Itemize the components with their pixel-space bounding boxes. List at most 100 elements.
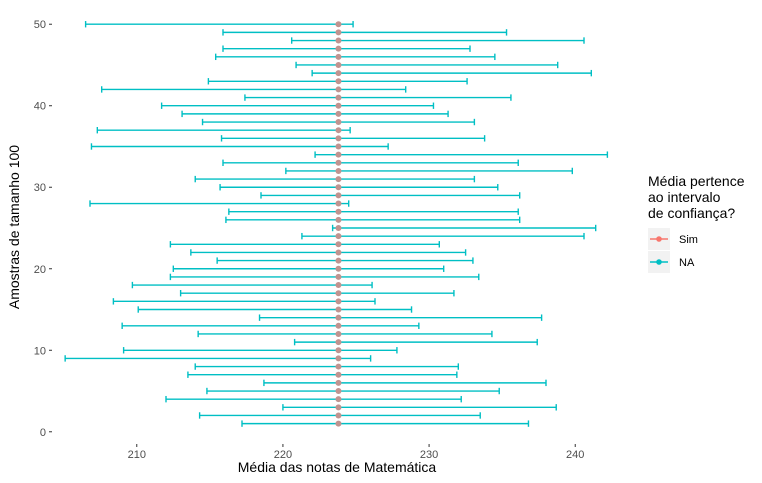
data-point [335, 119, 342, 126]
data-point [335, 233, 342, 240]
data-point [335, 200, 342, 207]
x-tick-label: 210 [128, 449, 146, 461]
error-bar [169, 241, 441, 248]
y-axis: 0 10 20 30 40 50 [34, 19, 52, 439]
error-bar [228, 208, 519, 215]
x-tick-label: 230 [420, 449, 438, 461]
x-tick-label: 240 [566, 449, 584, 461]
data-point [335, 265, 342, 272]
y-axis-title: Amostras de tamanho 100 [6, 145, 22, 309]
data-point [335, 330, 342, 337]
y-tick-label: 40 [34, 101, 46, 113]
data-point [335, 21, 342, 28]
error-bar [122, 347, 398, 354]
y-tick-label: 0 [40, 427, 46, 439]
data-point [335, 208, 342, 215]
data-point [335, 29, 342, 36]
error-bar [311, 69, 593, 77]
data-point [335, 290, 342, 297]
error-bar [194, 363, 460, 370]
error-bar [84, 21, 354, 28]
error-bar [219, 184, 499, 191]
error-bar [258, 314, 543, 321]
error-bar [222, 159, 519, 166]
data-point [335, 167, 342, 174]
error-bar [285, 167, 574, 175]
legend-entry: NA [648, 251, 695, 273]
error-bar [169, 273, 480, 281]
y-tick-label: 10 [34, 345, 46, 357]
error-bar [301, 232, 585, 240]
y-tick-label: 20 [34, 264, 46, 276]
x-axis: 210 220 230 240 [128, 444, 584, 461]
error-bar [206, 387, 500, 395]
error-bar [179, 290, 455, 297]
data-point [335, 37, 342, 44]
data-point [335, 176, 342, 183]
error-bar [137, 306, 413, 313]
error-bar [172, 265, 445, 272]
legend-label: Sim [679, 234, 698, 246]
plot-area [64, 21, 609, 427]
data-point [335, 241, 342, 248]
error-bar [121, 322, 420, 330]
error-bar [282, 404, 557, 411]
x-tick-label: 220 [274, 449, 292, 461]
data-point [335, 396, 342, 403]
error-bar [90, 143, 389, 150]
data-point [335, 249, 342, 256]
error-bar [220, 135, 486, 142]
data-point [335, 110, 342, 117]
data-point [335, 53, 342, 60]
legend-label: NA [679, 257, 695, 269]
error-bar [222, 45, 471, 52]
data-point [335, 355, 342, 362]
error-bar [293, 338, 538, 346]
error-bar [64, 355, 372, 362]
x-axis-title: Média das notas de Matemática [238, 459, 437, 475]
data-point [335, 151, 342, 158]
error-bar [331, 224, 597, 232]
data-point [335, 143, 342, 150]
error-bar [314, 151, 609, 158]
data-point [335, 127, 342, 134]
error-bar [194, 175, 476, 183]
error-bar [187, 371, 458, 378]
data-point [335, 192, 342, 199]
legend-entry: Sim [648, 228, 698, 250]
data-point [335, 339, 342, 346]
error-bar [241, 420, 530, 427]
error-bar [165, 395, 462, 403]
error-bar [100, 86, 407, 93]
data-point [335, 379, 342, 386]
error-bar [295, 61, 559, 69]
data-point [335, 61, 342, 68]
data-point [335, 371, 342, 378]
y-tick-label: 50 [34, 19, 46, 31]
legend-title: Média pertence [648, 173, 745, 189]
data-point [335, 257, 342, 264]
data-point [335, 388, 342, 395]
data-point [335, 184, 342, 191]
data-point [335, 70, 342, 77]
error-bar [225, 216, 521, 224]
data-point [335, 404, 342, 411]
data-point [335, 216, 342, 223]
error-bar [197, 330, 493, 338]
data-point [335, 135, 342, 142]
error-bar [112, 298, 376, 305]
data-point [335, 412, 342, 419]
data-point [335, 314, 342, 321]
error-bar [160, 102, 435, 109]
error-bar [214, 53, 496, 61]
error-bar [190, 249, 467, 256]
data-point [335, 420, 342, 427]
data-point [335, 94, 342, 101]
data-point [335, 273, 342, 280]
error-bar [244, 94, 512, 101]
data-point [335, 322, 342, 329]
legend-title: de confiança? [648, 205, 735, 221]
data-point [335, 225, 342, 231]
error-bar [181, 110, 449, 118]
